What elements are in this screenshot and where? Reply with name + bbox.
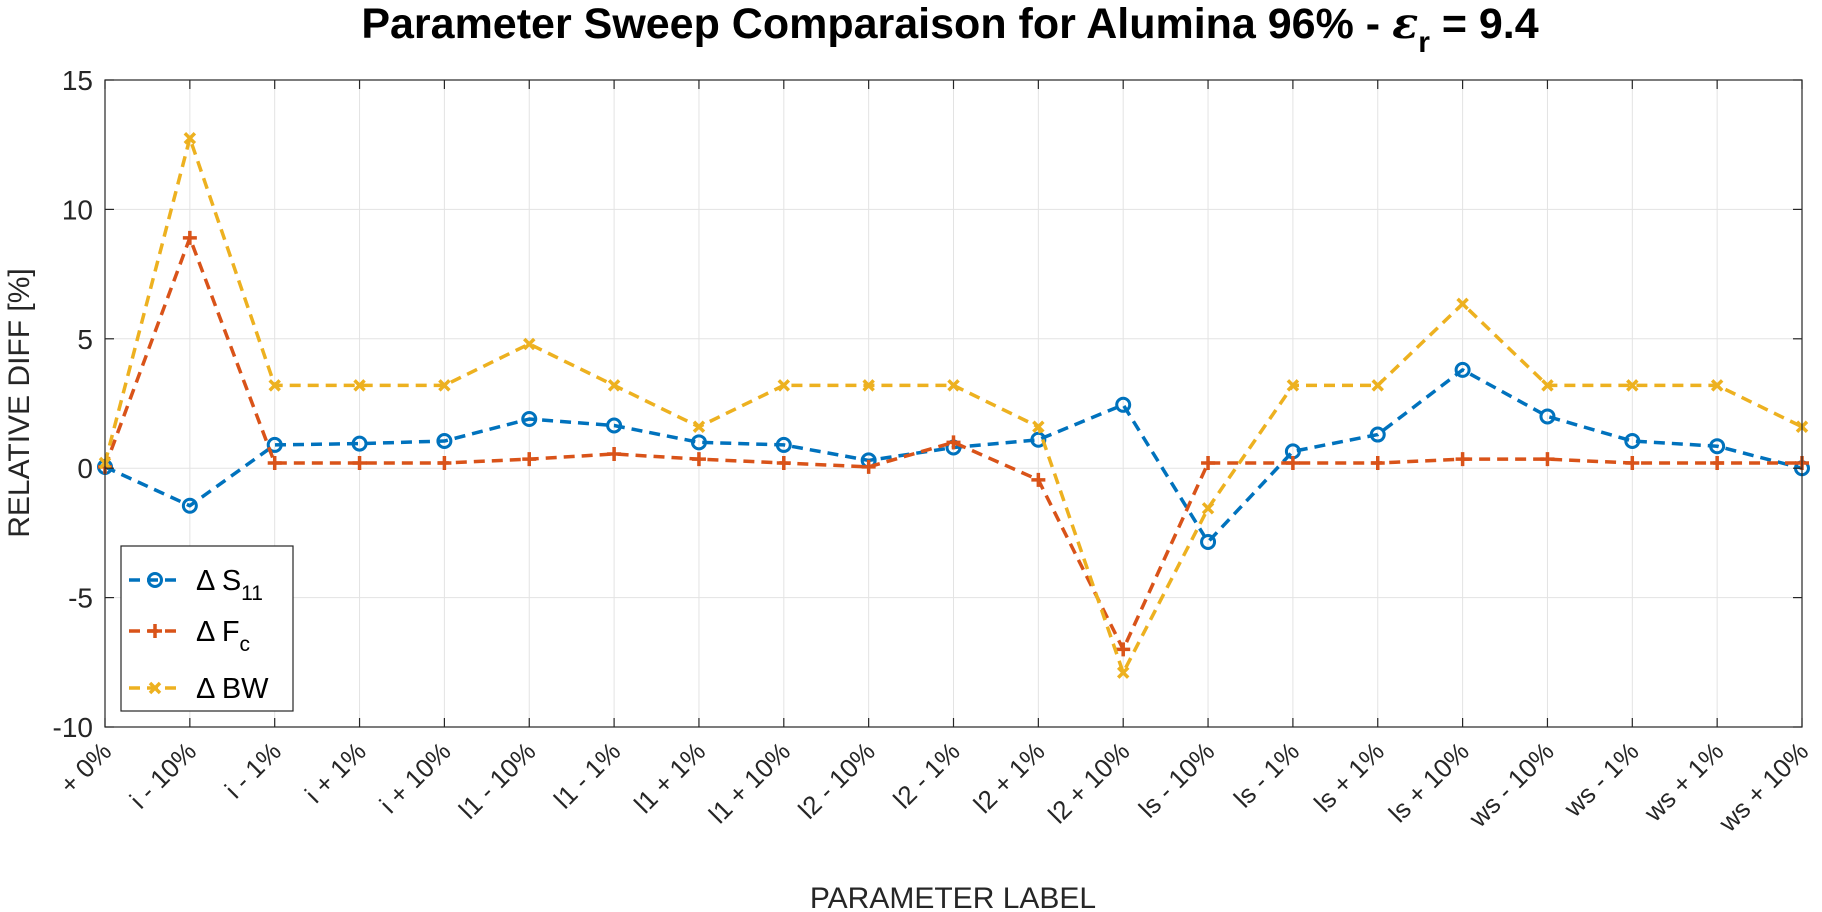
chart-title-suffix: = 9.4 [1430, 0, 1539, 48]
y-tick-label: 0 [77, 453, 93, 484]
data-point-bw [1710, 379, 1724, 392]
chart-title-subscript: r [1418, 26, 1430, 59]
data-point-s11 [606, 417, 623, 434]
data-point-bw [1116, 666, 1130, 679]
data-point-fc [1625, 456, 1640, 471]
series-bw [98, 131, 1809, 679]
legend-marker-fc [148, 624, 162, 638]
data-point-bw [1201, 502, 1215, 515]
data-point-s11 [1539, 408, 1556, 425]
data-point-s11 [1115, 396, 1132, 413]
data-point-bw [1626, 379, 1639, 392]
data-point-bw [1456, 297, 1469, 311]
y-tick-label: 15 [62, 65, 93, 96]
y-tick-label: 10 [62, 194, 93, 225]
legend-label-fc-sub: c [240, 633, 251, 656]
legend-marker-s11 [147, 572, 163, 588]
series-line-fc [103, 236, 1802, 652]
data-point-fc [522, 452, 537, 467]
data-point-fc [861, 459, 876, 474]
legend-item-bw: Δ BW [129, 673, 269, 705]
data-point-fc [1031, 472, 1046, 487]
data-point-s11 [1454, 361, 1471, 378]
legend-label-fc: Δ Fc [196, 616, 250, 656]
data-point-bw [1032, 420, 1045, 434]
series-layer [97, 131, 1810, 679]
y-axis-label: RELATIVE DIFF [%] [3, 268, 36, 538]
chart-title-symbol: ε [1392, 0, 1418, 49]
data-point-s11 [1369, 426, 1386, 443]
data-point-s11 [351, 435, 368, 452]
data-point-fc [1455, 452, 1470, 467]
data-point-fc [1370, 456, 1385, 471]
data-point-bw [692, 420, 706, 434]
data-point-bw [607, 379, 621, 392]
data-point-s11 [1709, 438, 1726, 455]
data-point-fc [1116, 642, 1131, 657]
data-point-fc [267, 456, 282, 471]
data-point-bw [1541, 379, 1554, 392]
legend-label-fc-main: Δ F [196, 616, 240, 648]
data-point-fc [1540, 452, 1555, 467]
legend-label-s11-sub: 11 [241, 582, 263, 605]
legend-item-fc: Δ Fc [129, 616, 250, 656]
data-point-bw [777, 379, 791, 392]
plot-area [97, 79, 1810, 728]
data-point-bw [353, 379, 366, 392]
data-point-fc [776, 456, 791, 471]
data-point-s11 [690, 434, 707, 451]
data-point-s11 [1200, 533, 1217, 550]
data-point-s11 [1624, 433, 1641, 450]
data-point-fc [352, 456, 367, 471]
data-point-bw [438, 379, 451, 392]
data-point-s11 [266, 436, 283, 453]
chart-title-main: Parameter Sweep Comparaison for Alumina … [361, 0, 1392, 48]
data-point-fc [946, 435, 961, 450]
data-point-fc [437, 456, 452, 471]
legend: Δ S11 Δ Fc Δ BW [120, 545, 294, 712]
data-point-s11 [521, 411, 538, 428]
data-point-bw [183, 131, 197, 145]
data-point-fc [607, 446, 622, 461]
y-tick-label: -10 [53, 712, 93, 743]
data-point-bw [1286, 379, 1300, 392]
data-point-s11 [775, 436, 792, 453]
chart-title: Parameter Sweep Comparaison for Alumina … [361, 0, 1538, 59]
data-point-s11 [436, 433, 453, 450]
data-point-bw [947, 379, 960, 392]
data-point-fc [691, 452, 706, 467]
legend-label-s11: Δ S11 [196, 565, 263, 605]
data-point-s11 [1030, 431, 1047, 448]
legend-marker-bw [148, 681, 162, 695]
legend-label-bw: Δ BW [196, 673, 269, 705]
grid [104, 79, 1803, 728]
data-point-fc [1285, 456, 1300, 471]
data-point-bw [1371, 379, 1384, 392]
data-point-bw [862, 379, 875, 392]
y-axis: 15 10 5 0 -5 -10 [53, 65, 1802, 743]
data-point-fc [1201, 456, 1216, 471]
y-tick-label: 5 [77, 324, 93, 355]
data-point-fc [1710, 456, 1725, 471]
legend-item-s11: Δ S11 [129, 565, 263, 605]
data-point-fc [182, 230, 197, 245]
data-point-bw [523, 337, 536, 351]
data-point-bw [268, 379, 281, 392]
legend-label-s11-main: Δ S [196, 565, 241, 597]
data-point-s11 [181, 497, 198, 514]
x-axis-label: PARAMETER LABEL [810, 882, 1096, 912]
y-tick-label: -5 [68, 583, 93, 614]
